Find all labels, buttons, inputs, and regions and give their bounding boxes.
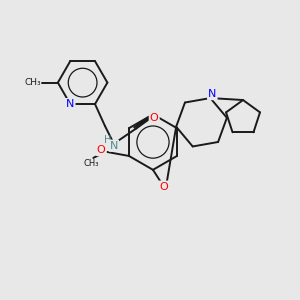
Text: CH₃: CH₃ — [83, 159, 99, 168]
Text: CH₃: CH₃ — [25, 78, 41, 87]
Text: O: O — [97, 145, 106, 155]
Text: O: O — [160, 182, 168, 192]
Text: H: H — [104, 135, 112, 145]
Text: N: N — [208, 89, 217, 99]
Text: N: N — [66, 99, 74, 109]
Text: N: N — [110, 141, 118, 151]
Text: O: O — [150, 113, 159, 123]
